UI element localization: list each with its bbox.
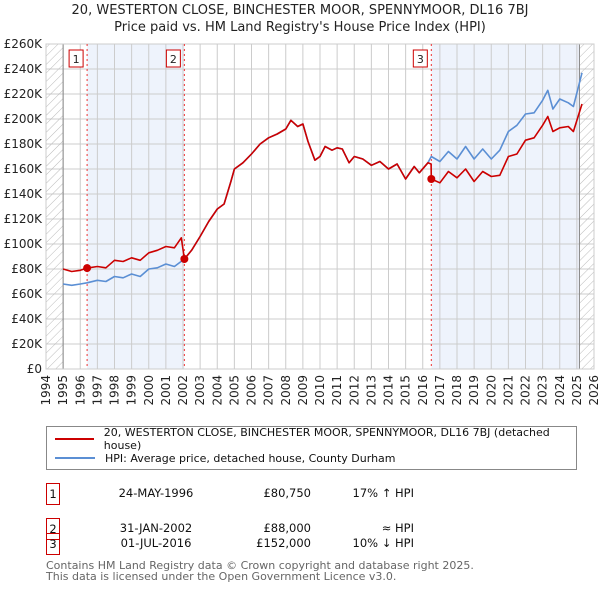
sale-date: 31-JAN-2002 (119, 521, 193, 535)
y-tick-label: £120K (4, 212, 44, 226)
x-tick-label: 2012 (347, 375, 361, 406)
x-tick-label: 2005 (227, 375, 241, 406)
sale-badge-box (68, 49, 84, 68)
x-tick-label: 2008 (279, 375, 293, 406)
x-tick-label: 2002 (176, 375, 190, 406)
legend-label: 20, WESTERTON CLOSE, BINCHESTER MOOR, SP… (103, 426, 550, 452)
x-tick-label: 2020 (484, 375, 498, 406)
y-tick-label: £80K (11, 262, 43, 276)
sale-marker-badge: 2 (46, 518, 60, 540)
y-tick-label: £220K (4, 87, 44, 101)
sale-hpi-compare: ≈ HPI (381, 521, 414, 535)
y-tick-label: £160K (4, 162, 44, 176)
sale-price: £152,000 (256, 536, 311, 550)
chart-subtitle: Price paid vs. HM Land Registry's House … (114, 20, 486, 35)
x-tick-label: 1996 (73, 375, 87, 406)
sale-price: £88,000 (263, 521, 311, 535)
sale-badge-label: 2 (170, 53, 177, 66)
x-tick-label: 2013 (364, 375, 378, 406)
sale-marker-badge: 3 (46, 533, 60, 555)
sale-hpi-compare: 10% ↓ HPI (352, 536, 414, 550)
footer-licence: This data is licensed under the Open Gov… (46, 570, 397, 583)
y-tick-label: £180K (4, 137, 44, 151)
x-tick-label: 1998 (108, 375, 122, 406)
x-tick-label: 2001 (159, 375, 173, 406)
x-tick-label: 2000 (142, 375, 156, 406)
x-tick-label: 2006 (245, 375, 259, 406)
footer-copyright: Contains HM Land Registry data © Crown c… (46, 559, 474, 572)
x-tick-label: 1997 (90, 375, 104, 406)
no-data-hatch (46, 44, 64, 369)
sale-price: £80,750 (263, 486, 311, 500)
x-tick-label: 1999 (125, 375, 139, 406)
x-tick-label: 2018 (450, 375, 464, 406)
sale-badge-box (165, 49, 181, 68)
x-tick-label: 2007 (262, 375, 276, 406)
legend-swatch-red (55, 438, 94, 440)
footer: Contains HM Land Registry data © Crown c… (46, 560, 474, 582)
x-tick-label: 2015 (399, 375, 413, 406)
sale-badge-label: 1 (73, 53, 80, 66)
x-tick-label: 1995 (56, 375, 70, 406)
legend-label: HPI: Average price, detached house, Coun… (105, 451, 396, 465)
legend-item-property: 20, WESTERTON CLOSE, BINCHESTER MOOR, SP… (55, 426, 576, 452)
sale-date: 24-MAY-1996 (118, 486, 194, 500)
sale-hpi-compare: 17% ↑ HPI (352, 486, 414, 500)
x-tick-label: 2024 (553, 375, 567, 406)
x-tick-label: 2011 (330, 375, 344, 406)
y-tick-label: £140K (4, 187, 44, 201)
y-tick-label: £260K (4, 37, 44, 51)
x-tick-label: 2026 (587, 375, 600, 406)
x-tick-label: 2023 (536, 375, 550, 406)
sale-badge-box (412, 49, 428, 68)
x-tick-label: 2009 (296, 375, 310, 406)
no-data-hatch (579, 44, 594, 369)
sale-point (83, 264, 92, 273)
x-tick-label: 2021 (501, 375, 515, 406)
x-tick-label: 2017 (433, 375, 447, 406)
x-tick-label: 2003 (193, 375, 207, 406)
chart-title: 20, WESTERTON CLOSE, BINCHESTER MOOR, SP… (71, 3, 529, 18)
sale-row: 3 01-JUL-2016 £152,000 10% ↓ HPI (46, 533, 446, 575)
plot-border (45, 43, 595, 370)
sale-point (180, 255, 189, 263)
x-tick-label: 2022 (519, 375, 533, 406)
y-tick-label: £200K (4, 112, 44, 126)
sale-row: 1 24-MAY-1996 £80,750 17% ↑ HPI (46, 483, 446, 505)
ownership-shade (431, 44, 580, 369)
sale-marker-badge: 1 (46, 483, 60, 505)
plot-area: £0 £20K £40K £60K £80K £100K £120K £140K £160K £1… (4, 37, 600, 406)
y-tick-label: £100K (4, 237, 44, 251)
y-tick-label: £40K (11, 312, 43, 326)
legend-swatch-blue (55, 457, 95, 459)
sale-row: 2 31-JAN-2002 £88,000 ≈ HPI (46, 518, 446, 540)
y-tick-label: £60K (11, 287, 43, 301)
x-tick-label: 2025 (570, 375, 584, 406)
sale-point (427, 175, 436, 183)
x-tick-label: 2004 (210, 375, 224, 406)
sale-date: 01-JUL-2016 (120, 536, 192, 550)
x-tick-label: 2019 (467, 375, 481, 406)
x-tick-label: 2010 (313, 375, 327, 406)
y-tick-label: £0 (27, 362, 42, 376)
legend-item-hpi: HPI: Average price, detached house, Coun… (55, 450, 396, 466)
x-tick-label: 2016 (416, 375, 430, 406)
legend: 20, WESTERTON CLOSE, BINCHESTER MOOR, SP… (46, 426, 577, 470)
y-tick-label: £240K (4, 62, 44, 76)
sale-badge-label: 3 (417, 53, 424, 66)
ownership-shade (87, 44, 185, 369)
x-tick-label: 1994 (39, 375, 53, 406)
x-tick-label: 2014 (382, 375, 396, 406)
y-tick-label: £20K (11, 337, 43, 351)
price-paid-line (62, 103, 583, 273)
